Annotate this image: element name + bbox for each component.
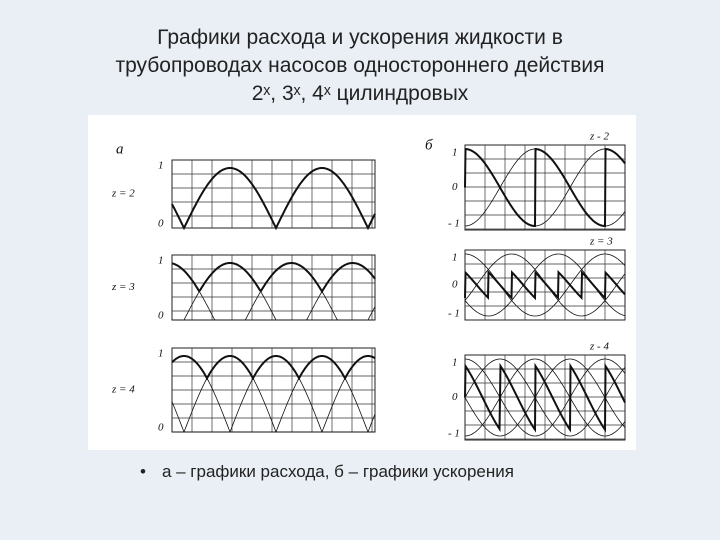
component-curve bbox=[465, 253, 626, 317]
bullet-text: а – графики расхода, б – графики ускорен… bbox=[161, 462, 514, 481]
axis-label: 0 bbox=[452, 391, 458, 403]
axis-label: - 1 bbox=[448, 428, 460, 440]
acceleration-curve bbox=[464, 269, 626, 301]
panel-label: z = 2 bbox=[111, 188, 135, 200]
title-line: трубопроводах насосов одностороннего дей… bbox=[115, 54, 605, 77]
panel-label: z = 4 bbox=[111, 384, 135, 396]
slide-title: Графики расхода и ускорения жидкости в т… bbox=[0, 24, 720, 108]
acceleration-curve bbox=[464, 362, 626, 433]
component-curve bbox=[464, 358, 626, 437]
flow-curve bbox=[171, 167, 376, 231]
panel-label: z = 3 bbox=[589, 236, 613, 248]
component-curve bbox=[465, 358, 626, 437]
axis-label: 1 bbox=[452, 252, 458, 264]
axis-label: 0 bbox=[158, 310, 164, 322]
flow-curve bbox=[171, 355, 376, 381]
figure-label: а bbox=[116, 141, 124, 157]
axis-label: 1 bbox=[158, 348, 164, 360]
flow-curve bbox=[171, 262, 376, 294]
panel-label: z = 3 bbox=[111, 281, 135, 293]
title-line: Графики расхода и ускорения жидкости в bbox=[157, 26, 563, 49]
panel-label: z - 4 bbox=[589, 341, 609, 353]
axis-label: 0 bbox=[452, 181, 458, 193]
panel-label: z - 2 bbox=[589, 131, 609, 143]
component-curve bbox=[465, 358, 626, 437]
title-line: 2ˣ, 3ˣ, 4ˣ цилиндровых bbox=[251, 82, 469, 105]
axis-label: 1 bbox=[452, 147, 458, 159]
axis-label: 0 bbox=[452, 279, 458, 291]
axis-label: 1 bbox=[452, 357, 458, 369]
plot-frame bbox=[171, 159, 376, 229]
axis-label: 0 bbox=[158, 422, 164, 434]
axis-label: - 1 bbox=[448, 308, 460, 320]
axis-label: 1 bbox=[158, 160, 164, 172]
bullet: • а – графики расхода, б – графики ускоре… bbox=[140, 462, 514, 481]
axis-label: 0 bbox=[158, 218, 164, 230]
acceleration-curve bbox=[464, 148, 626, 227]
axis-label: 1 bbox=[158, 255, 164, 267]
axis-label: - 1 bbox=[448, 218, 460, 230]
figure-label: б bbox=[425, 137, 433, 153]
